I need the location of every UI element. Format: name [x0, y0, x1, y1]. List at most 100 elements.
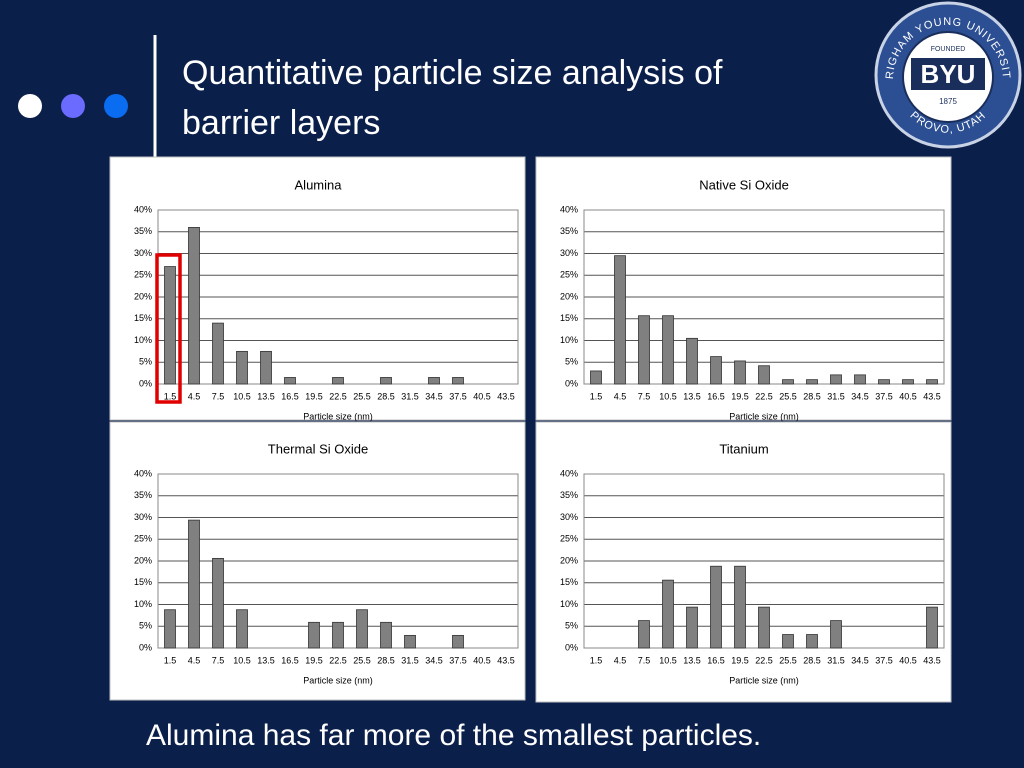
x-tick-label: 13.5: [683, 655, 701, 665]
chart-panel: Native Si Oxide 0% 5% 10% 15% 20% 25% 30% 35% 40%…: [535, 156, 952, 421]
logo-year: 1875: [939, 97, 957, 106]
x-tick-label: 34.5: [425, 655, 443, 665]
bar: [782, 379, 794, 385]
y-tick-label: 40%: [134, 468, 152, 478]
y-tick-label: 0%: [139, 378, 152, 388]
bar: [590, 370, 602, 385]
logo-plate: [911, 58, 985, 90]
dot: [61, 94, 85, 118]
bar: [806, 634, 818, 649]
x-tick-label: 19.5: [305, 655, 323, 665]
y-tick-label: 10%: [560, 599, 578, 609]
x-tick-label: 1.5: [590, 655, 603, 665]
x-tick-label: 13.5: [257, 655, 275, 665]
slide-title: Quantitative particle size analysis of: [182, 54, 723, 92]
bar: [356, 609, 368, 649]
x-tick-label: 28.5: [803, 655, 821, 665]
bar: [164, 266, 176, 385]
bar: [452, 634, 464, 649]
y-tick-label: 20%: [560, 291, 578, 301]
y-tick-label: 25%: [560, 534, 578, 544]
bar: [662, 315, 674, 385]
bar: [782, 634, 794, 649]
x-tick-label: 40.5: [473, 655, 491, 665]
chart-panel: Thermal Si Oxide 0% 5% 10% 15% 20% 25% 30% 35% 40…: [109, 421, 526, 701]
x-tick-label: 37.5: [875, 391, 893, 401]
x-tick-label: 25.5: [779, 655, 797, 665]
bar: [614, 255, 626, 385]
chart-panel: Titanium 0% 5% 10% 15% 20% 25% 30% 35% 40% 1.5 4.5 7…: [535, 421, 952, 703]
y-tick-label: 20%: [560, 555, 578, 565]
bar: [188, 519, 200, 649]
x-tick-label: 13.5: [683, 391, 701, 401]
charts: Alumina 0% 5% 10% 15% 20% 25% 30% 35% 40% 1.5 4.5 7.…: [109, 156, 952, 703]
x-tick-label: 10.5: [233, 391, 251, 401]
y-tick-label: 20%: [134, 555, 152, 565]
x-tick-label: 31.5: [827, 655, 845, 665]
y-tick-label: 5%: [565, 621, 578, 631]
y-tick-label: 35%: [134, 226, 152, 236]
chart-title: Alumina: [295, 177, 343, 192]
y-tick-label: 25%: [134, 270, 152, 280]
x-tick-label: 13.5: [257, 391, 275, 401]
x-tick-label: 7.5: [212, 655, 225, 665]
x-tick-label: 4.5: [188, 391, 201, 401]
chart-panel: Alumina 0% 5% 10% 15% 20% 25% 30% 35% 40% 1.5 4.5 7.…: [109, 156, 526, 421]
bar: [236, 350, 248, 385]
x-tick-label: 22.5: [755, 391, 773, 401]
bar: [638, 315, 650, 385]
x-tick-label: 16.5: [281, 655, 299, 665]
bar: [380, 377, 392, 385]
bar: [308, 621, 320, 649]
x-tick-label: 1.5: [590, 391, 603, 401]
chart-title: Titanium: [719, 441, 768, 456]
y-tick-label: 15%: [560, 313, 578, 323]
x-tick-label: 43.5: [923, 391, 941, 401]
x-tick-label: 4.5: [614, 655, 627, 665]
x-tick-label: 4.5: [188, 655, 201, 665]
y-tick-label: 40%: [560, 468, 578, 478]
y-tick-label: 30%: [560, 512, 578, 522]
bar: [686, 606, 698, 649]
x-tick-label: 43.5: [923, 655, 941, 665]
bar: [878, 379, 890, 385]
x-axis-label: Particle size (nm): [303, 411, 373, 421]
x-tick-label: 43.5: [497, 655, 515, 665]
y-tick-label: 15%: [134, 577, 152, 587]
y-tick-label: 5%: [139, 357, 152, 367]
y-tick-label: 40%: [134, 204, 152, 214]
y-tick-label: 35%: [134, 490, 152, 500]
bar: [260, 350, 272, 385]
bar: [236, 609, 248, 649]
x-tick-label: 7.5: [638, 655, 651, 665]
y-tick-label: 5%: [565, 357, 578, 367]
bar: [638, 620, 650, 649]
x-tick-label: 28.5: [803, 391, 821, 401]
x-tick-label: 22.5: [329, 391, 347, 401]
x-tick-label: 7.5: [638, 391, 651, 401]
x-tick-label: 16.5: [707, 655, 725, 665]
x-tick-label: 37.5: [449, 391, 467, 401]
x-tick-label: 37.5: [875, 655, 893, 665]
x-tick-label: 10.5: [233, 655, 251, 665]
chart-title: Native Si Oxide: [699, 177, 789, 192]
x-tick-label: 25.5: [779, 391, 797, 401]
x-tick-label: 37.5: [449, 655, 467, 665]
bar: [380, 621, 392, 649]
x-tick-label: 31.5: [401, 391, 419, 401]
x-tick-label: 10.5: [659, 655, 677, 665]
y-tick-label: 5%: [139, 621, 152, 631]
x-tick-label: 16.5: [281, 391, 299, 401]
logo-name: BYU: [921, 59, 976, 89]
bar: [926, 606, 938, 649]
bar: [284, 377, 296, 385]
x-tick-label: 34.5: [425, 391, 443, 401]
bar: [806, 379, 818, 385]
x-tick-label: 25.5: [353, 655, 371, 665]
bar: [758, 606, 770, 649]
y-tick-label: 25%: [134, 534, 152, 544]
x-axis-label: Particle size (nm): [729, 675, 799, 685]
y-tick-label: 20%: [134, 291, 152, 301]
